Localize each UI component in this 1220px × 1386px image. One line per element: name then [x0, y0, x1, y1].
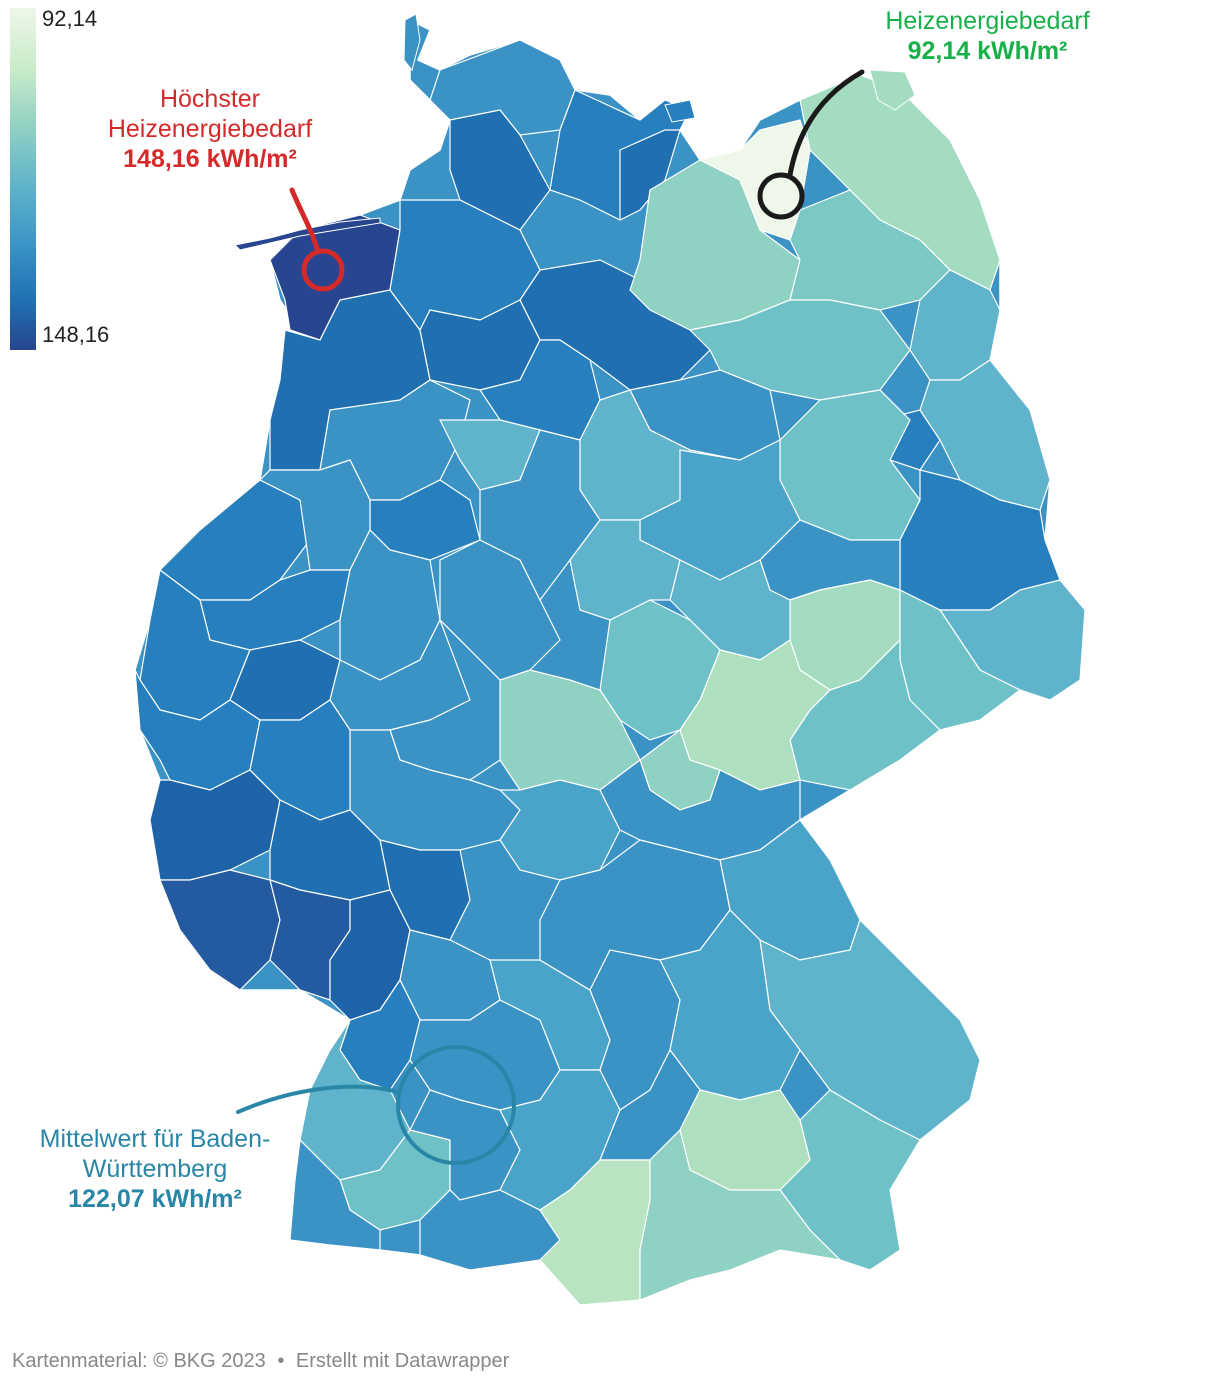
island-east-frisian [233, 217, 381, 251]
region-nordfriesland [429, 39, 576, 136]
highest-marker-circle [301, 248, 345, 292]
region-niederbayern [759, 918, 981, 1141]
bw-annotation-line2: Württemberg [82, 1155, 228, 1183]
legend-min-label: 148,16 [42, 322, 110, 347]
tool-credit: Erstellt mit Datawrapper [295, 1350, 510, 1372]
highest-annotation-line1: Höchster [159, 85, 261, 113]
highest-annotation-value: 148,16 kWh/m² [123, 145, 297, 173]
bw-leader-line [236, 1084, 400, 1114]
bw-marker-circle [396, 1045, 516, 1165]
legend-color-bar [10, 8, 36, 350]
island-rugen [869, 69, 916, 111]
lowest-annotation: Heizenergiebedarf 92,14 kWh/m² [845, 6, 1130, 66]
map-credit: Kartenmaterial: © BKG 2023 [12, 1350, 266, 1372]
region-mecklenburg-seen [789, 189, 951, 311]
region-lubeck [619, 129, 681, 221]
footer-credits: Kartenmaterial: © BKG 2023 • Erstellt mi… [12, 1350, 509, 1373]
region-oberbayern-south [639, 1128, 842, 1301]
region-oberbayern-north [659, 909, 801, 1101]
region-lorrach [289, 1138, 381, 1251]
bw-annotation-value: 122,07 kWh/m² [68, 1185, 242, 1213]
region-nordhausen [569, 519, 681, 621]
island-fehmarn [664, 99, 696, 123]
highest-annotation: Höchster Heizenergiebedarf 148,16 kWh/m² [80, 84, 340, 174]
region-allgau [539, 1159, 651, 1306]
island-sylt [403, 13, 421, 72]
legend-max-label: 92,14 [42, 6, 98, 31]
bw-annotation-line1: Mittelwert für Baden- [39, 1125, 271, 1153]
lowest-leader-line [787, 69, 865, 178]
footer-separator: • [277, 1350, 285, 1372]
lowest-annotation-line1: Heizenergiebedarf [885, 7, 1090, 35]
highest-leader-line [289, 187, 321, 255]
bw-mean-annotation: Mittelwert für Baden- Württemberg 122,07… [10, 1124, 300, 1214]
region-rostock [698, 119, 811, 241]
lowest-annotation-value: 92,14 kWh/m² [907, 37, 1068, 65]
lowest-marker-circle [757, 172, 805, 220]
region-prignitz [688, 299, 911, 401]
highest-annotation-line2: Heizenergiebedarf [107, 115, 313, 143]
region-munsterland [258, 459, 371, 571]
